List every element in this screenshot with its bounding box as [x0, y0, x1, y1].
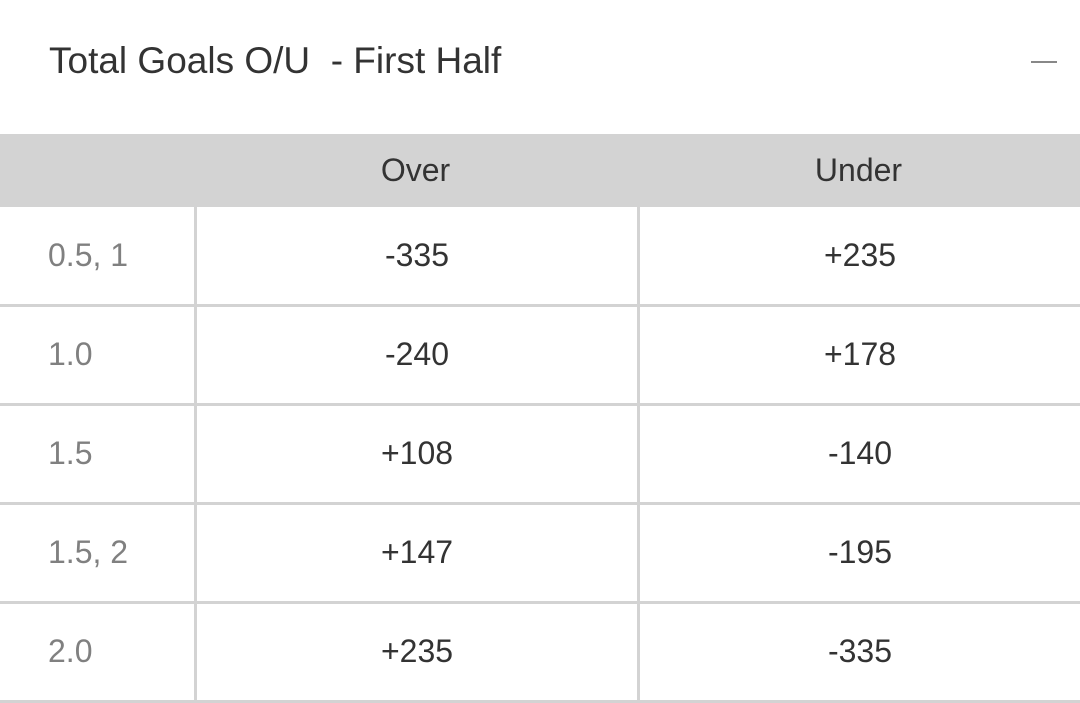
under-odds-button[interactable]: -195: [637, 504, 1080, 601]
market-title: Total Goals O/U - First Half: [49, 40, 502, 81]
line-value: 1.5: [48, 435, 93, 471]
under-odds-button[interactable]: -335: [637, 603, 1080, 700]
over-odds-button[interactable]: -335: [194, 207, 637, 304]
minus-icon[interactable]: [1031, 61, 1057, 63]
table-row: 1.5 +108 -140: [0, 405, 1080, 505]
under-odds-button[interactable]: +178: [637, 306, 1080, 403]
over-odds-button[interactable]: +147: [194, 504, 637, 601]
under-odds-button[interactable]: +235: [637, 207, 1080, 304]
over-odds-button[interactable]: -240: [194, 306, 637, 403]
under-odds-button[interactable]: -140: [637, 405, 1080, 502]
line-value: 0.5, 1: [48, 237, 129, 273]
table-row: 1.5, 2 +147 -195: [0, 504, 1080, 604]
market-header[interactable]: Total Goals O/U - First Half: [0, 0, 1080, 134]
over-odds-button[interactable]: +108: [194, 405, 637, 502]
line-value: 2.0: [48, 633, 93, 669]
table-row: 0.5, 1 -335 +235: [0, 207, 1080, 307]
line-value: 1.0: [48, 336, 93, 372]
table-header: Over Under: [0, 134, 1080, 207]
line-value: 1.5, 2: [48, 534, 129, 570]
table-row: 2.0 +235 -335: [0, 603, 1080, 703]
table-row: 1.0 -240 +178: [0, 306, 1080, 406]
over-odds-button[interactable]: +235: [194, 603, 637, 700]
column-header-over: Over: [380, 152, 451, 188]
column-header-under: Under: [814, 152, 903, 188]
